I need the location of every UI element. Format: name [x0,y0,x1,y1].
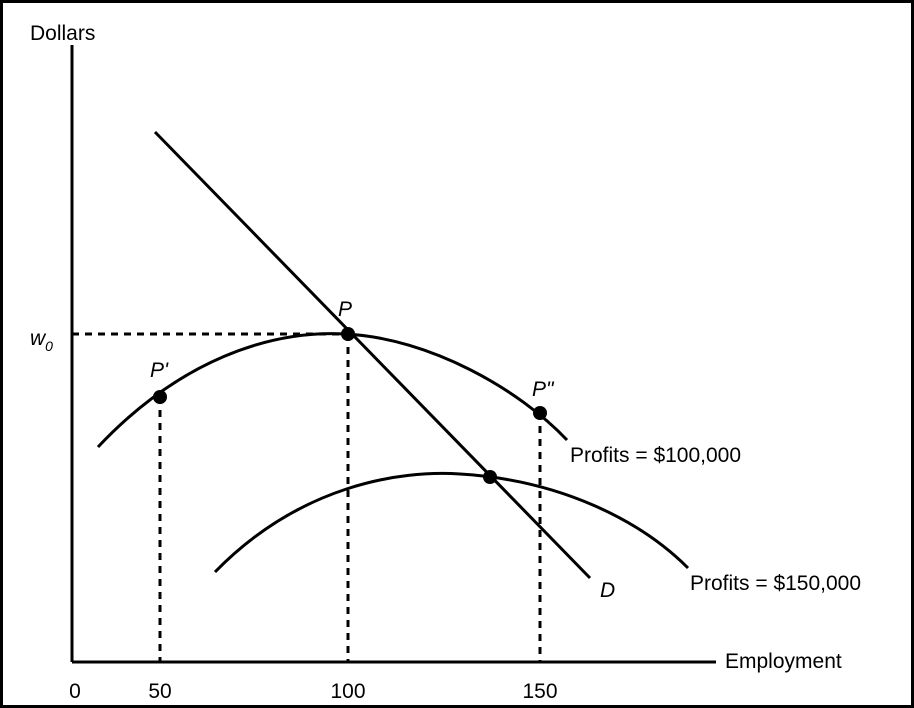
isoprofit-curve [213,471,690,574]
y-axis-label: Dollars [30,22,95,45]
curve-label: Profits = $150,000 [690,572,861,595]
point-label: P" [532,378,555,401]
x-axis-label: Employment [725,650,842,673]
demand-line [153,130,592,580]
point [341,327,355,341]
point-label: P [338,298,352,321]
wage-symbol: w [30,327,47,350]
x-tick-label: 150 [522,680,557,703]
point [153,390,167,404]
x-tick-label: 0 [69,680,81,703]
wage-label: w0 [30,327,53,354]
point [483,470,497,484]
curve-label: Profits = $100,000 [570,444,741,467]
wage-subscript: 0 [45,338,53,354]
x-tick-label: 50 [148,680,171,703]
x-tick-label: 100 [330,680,365,703]
point [533,406,547,420]
demand-label: D [600,579,615,602]
point-label: P' [150,359,169,382]
